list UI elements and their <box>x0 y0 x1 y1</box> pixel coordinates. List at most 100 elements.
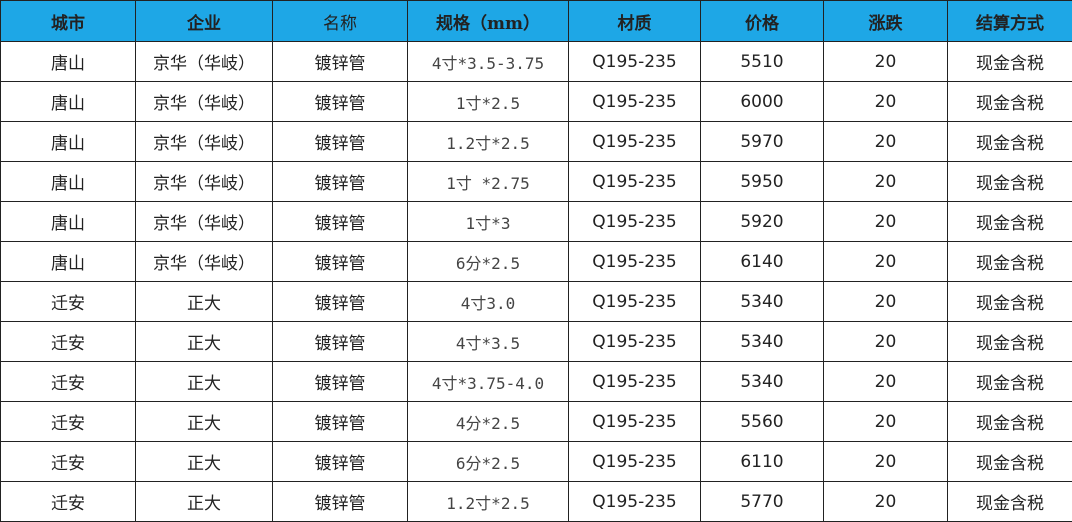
cell-settlement: 现金含税 <box>948 122 1072 162</box>
cell-change: 20 <box>824 482 948 522</box>
cell-spec: 4寸3.0 <box>408 282 569 322</box>
cell-city: 迁安 <box>1 282 136 322</box>
cell-price: 5340 <box>701 282 824 322</box>
cell-material: Q195-235 <box>569 42 701 82</box>
cell-material: Q195-235 <box>569 82 701 122</box>
cell-price: 6140 <box>701 242 824 282</box>
cell-company: 京华（华岐） <box>136 122 273 162</box>
cell-material: Q195-235 <box>569 202 701 242</box>
cell-city: 唐山 <box>1 82 136 122</box>
cell-change: 20 <box>824 322 948 362</box>
cell-material: Q195-235 <box>569 122 701 162</box>
cell-spec: 4分*2.5 <box>408 402 569 442</box>
cell-material: Q195-235 <box>569 282 701 322</box>
cell-company: 京华（华岐） <box>136 242 273 282</box>
cell-name: 镀锌管 <box>273 362 408 402</box>
cell-company: 正大 <box>136 322 273 362</box>
cell-change: 20 <box>824 42 948 82</box>
header-row: 城市企业名称规格（mm）材质价格涨跌结算方式 <box>1 1 1072 42</box>
cell-city: 迁安 <box>1 322 136 362</box>
header-company: 企业 <box>136 1 273 42</box>
cell-spec: 4寸*3.5-3.75 <box>408 42 569 82</box>
cell-settlement: 现金含税 <box>948 482 1072 522</box>
cell-spec: 1寸*2.5 <box>408 82 569 122</box>
cell-price: 6000 <box>701 82 824 122</box>
cell-company: 正大 <box>136 482 273 522</box>
cell-name: 镀锌管 <box>273 202 408 242</box>
cell-city: 唐山 <box>1 122 136 162</box>
cell-company: 正大 <box>136 442 273 482</box>
cell-spec: 4寸*3.75-4.0 <box>408 362 569 402</box>
cell-change: 20 <box>824 82 948 122</box>
cell-change: 20 <box>824 362 948 402</box>
cell-spec: 1.2寸*2.5 <box>408 482 569 522</box>
cell-spec: 1寸*3 <box>408 202 569 242</box>
cell-price: 5510 <box>701 42 824 82</box>
cell-city: 唐山 <box>1 162 136 202</box>
cell-price: 6110 <box>701 442 824 482</box>
cell-name: 镀锌管 <box>273 242 408 282</box>
cell-price: 5340 <box>701 362 824 402</box>
cell-price: 5560 <box>701 402 824 442</box>
cell-name: 镀锌管 <box>273 122 408 162</box>
cell-name: 镀锌管 <box>273 482 408 522</box>
cell-settlement: 现金含税 <box>948 322 1072 362</box>
cell-material: Q195-235 <box>569 362 701 402</box>
cell-settlement: 现金含税 <box>948 42 1072 82</box>
cell-name: 镀锌管 <box>273 402 408 442</box>
cell-city: 迁安 <box>1 442 136 482</box>
cell-settlement: 现金含税 <box>948 282 1072 322</box>
header-spec: 规格（mm） <box>408 1 569 42</box>
header-change: 涨跌 <box>824 1 948 42</box>
header-price: 价格 <box>701 1 824 42</box>
cell-company: 京华（华岐） <box>136 162 273 202</box>
cell-change: 20 <box>824 242 948 282</box>
cell-company: 京华（华岐） <box>136 82 273 122</box>
cell-city: 迁安 <box>1 402 136 442</box>
cell-material: Q195-235 <box>569 482 701 522</box>
cell-change: 20 <box>824 162 948 202</box>
cell-change: 20 <box>824 202 948 242</box>
cell-spec: 6分*2.5 <box>408 242 569 282</box>
cell-material: Q195-235 <box>569 162 701 202</box>
cell-price: 5950 <box>701 162 824 202</box>
cell-spec: 1.2寸*2.5 <box>408 122 569 162</box>
cell-spec: 1寸 *2.75 <box>408 162 569 202</box>
cell-change: 20 <box>824 402 948 442</box>
cell-name: 镀锌管 <box>273 82 408 122</box>
cell-name: 镀锌管 <box>273 322 408 362</box>
cell-city: 唐山 <box>1 202 136 242</box>
cell-name: 镀锌管 <box>273 162 408 202</box>
cell-material: Q195-235 <box>569 242 701 282</box>
cell-city: 唐山 <box>1 242 136 282</box>
cell-settlement: 现金含税 <box>948 442 1072 482</box>
cell-settlement: 现金含税 <box>948 242 1072 282</box>
header-material: 材质 <box>569 1 701 42</box>
cell-settlement: 现金含税 <box>948 82 1072 122</box>
cell-name: 镀锌管 <box>273 42 408 82</box>
cell-price: 5770 <box>701 482 824 522</box>
cell-price: 5920 <box>701 202 824 242</box>
header-name: 名称 <box>273 1 408 42</box>
cell-price: 5340 <box>701 322 824 362</box>
cell-company: 正大 <box>136 282 273 322</box>
cell-material: Q195-235 <box>569 442 701 482</box>
cell-company: 正大 <box>136 402 273 442</box>
cell-change: 20 <box>824 442 948 482</box>
header-city: 城市 <box>1 1 136 42</box>
header-settlement: 结算方式 <box>948 1 1072 42</box>
cell-city: 迁安 <box>1 362 136 402</box>
cell-settlement: 现金含税 <box>948 362 1072 402</box>
